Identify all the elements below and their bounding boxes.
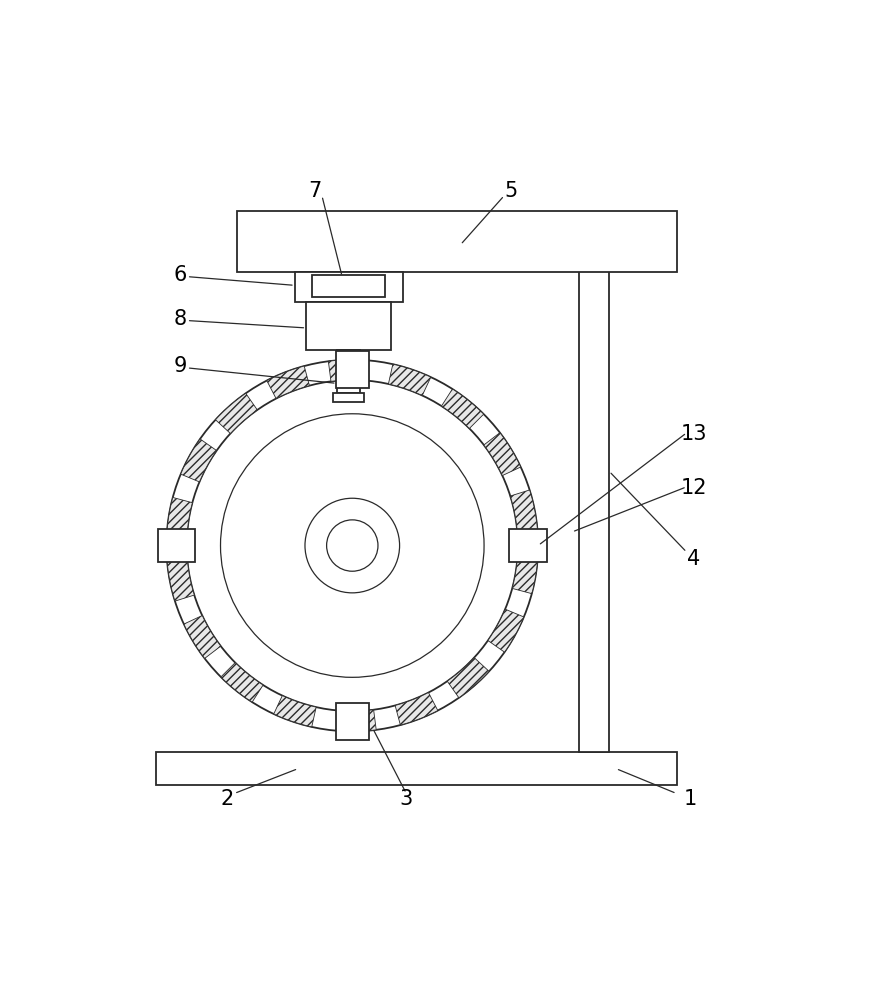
Polygon shape (512, 553, 538, 594)
Polygon shape (336, 710, 376, 731)
Polygon shape (329, 360, 369, 381)
Polygon shape (215, 393, 257, 433)
Polygon shape (274, 696, 317, 727)
Bar (579, 245, 609, 752)
Bar (333, 393, 364, 402)
Polygon shape (158, 529, 195, 562)
Text: 9: 9 (174, 356, 187, 376)
Polygon shape (267, 366, 310, 399)
Polygon shape (484, 433, 521, 476)
Polygon shape (447, 658, 489, 698)
Polygon shape (388, 364, 431, 395)
Polygon shape (336, 703, 369, 740)
Text: 2: 2 (221, 789, 234, 809)
Polygon shape (488, 609, 524, 652)
Polygon shape (509, 529, 547, 562)
Bar (337, 350, 360, 393)
Circle shape (327, 520, 378, 571)
Circle shape (305, 498, 399, 593)
Bar (306, 302, 392, 350)
Text: 5: 5 (505, 181, 518, 201)
Circle shape (187, 380, 518, 711)
Bar (312, 275, 385, 297)
Polygon shape (181, 439, 216, 482)
Bar (295, 272, 403, 302)
Circle shape (167, 360, 538, 731)
Polygon shape (395, 693, 438, 725)
Text: 6: 6 (174, 265, 187, 285)
Text: 4: 4 (687, 549, 700, 569)
Circle shape (221, 414, 484, 677)
Bar (156, 752, 677, 785)
Text: 13: 13 (680, 424, 707, 444)
Polygon shape (184, 616, 221, 658)
Text: 12: 12 (680, 478, 707, 498)
Text: 7: 7 (309, 181, 322, 201)
Bar (237, 211, 677, 272)
Polygon shape (441, 389, 484, 428)
Polygon shape (336, 351, 369, 388)
Polygon shape (167, 497, 193, 538)
Text: 3: 3 (399, 789, 413, 809)
Polygon shape (167, 560, 194, 601)
Polygon shape (510, 490, 537, 531)
Polygon shape (221, 663, 263, 702)
Text: 8: 8 (174, 309, 187, 329)
Text: 1: 1 (684, 789, 697, 809)
